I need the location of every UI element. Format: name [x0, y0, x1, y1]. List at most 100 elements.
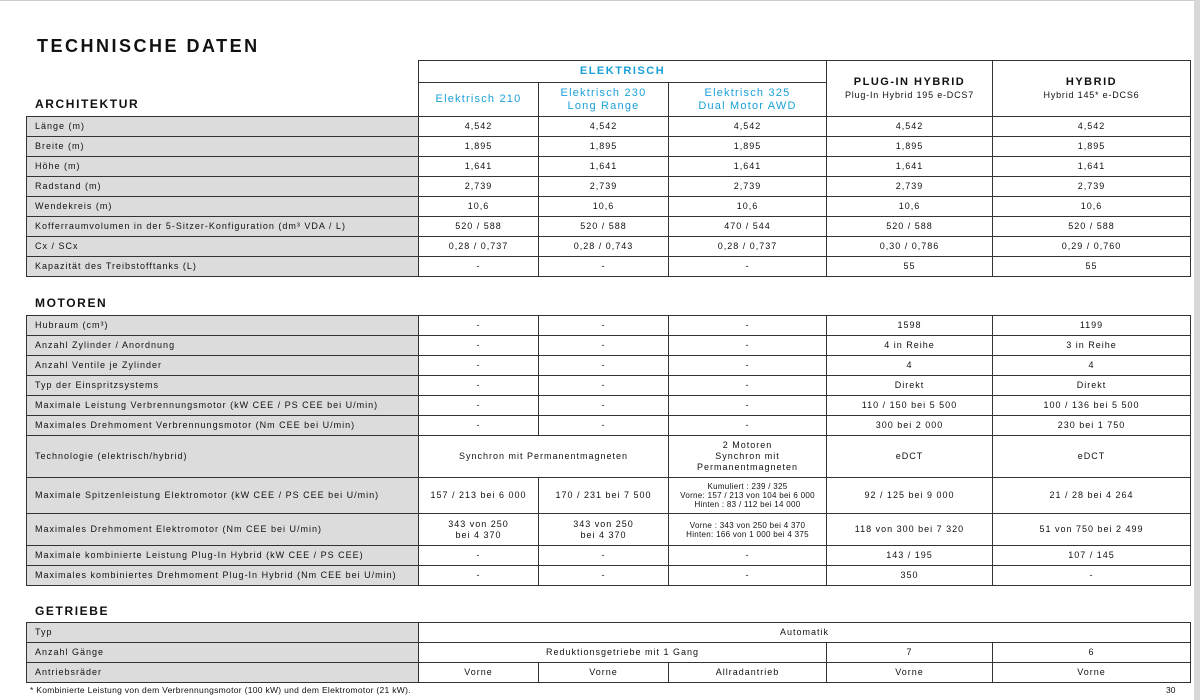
row-label: Wendekreis (m) — [26, 196, 419, 217]
table-cell: Synchron mit Permanentmagneten — [418, 435, 669, 478]
table-cell: 520 / 588 — [538, 216, 669, 237]
table-cell: 4,542 — [992, 116, 1191, 137]
table-cell: 10,6 — [418, 196, 539, 217]
table-cell: 343 von 250 bei 4 370 — [538, 513, 669, 546]
table-row: Anzahl Ventile je Zylinder - - -4 4 — [26, 355, 1191, 376]
table-cell: 1,641 — [668, 156, 827, 177]
table-cell: 1,895 — [668, 136, 827, 157]
table-cell: 107 / 145 — [992, 545, 1191, 566]
table-cell: 1,895 — [992, 136, 1191, 157]
table-row: Typ der Einspritzsystems - - - Direkt Direkt — [26, 375, 1191, 396]
page-title: TECHNISCHE DATEN — [37, 36, 260, 56]
page-number: 30 — [1166, 685, 1176, 695]
table-cell: 110 / 150 bei 5 500 — [826, 395, 993, 416]
table-cell: 520 / 588 — [826, 216, 993, 237]
table-cell: 2,739 — [826, 176, 993, 197]
table-cell: 3 in Reihe — [992, 335, 1191, 356]
table-row: Höhe (m) 1,641 1,641 1,641 1,641 1,641 — [26, 156, 1191, 177]
table-cell: 1199 — [992, 315, 1191, 336]
header-plugin-hybrid: PLUG-IN HYBRID Plug-In Hybrid 195 e-DCS7 — [826, 60, 993, 117]
table-row: Wendekreis (m) 10,6 10,6 10,6 10,6 10,6 — [26, 196, 1191, 217]
table-cell: 10,6 — [826, 196, 993, 217]
table-cell: - — [538, 395, 669, 416]
table-cell: - — [418, 545, 539, 566]
row-label: Maximales kombiniertes Drehmoment Plug-I… — [26, 565, 419, 586]
table-cell: 92 / 125 bei 9 000 — [826, 477, 993, 514]
header-elektrisch: ELEKTRISCH — [418, 60, 827, 83]
table-cell: Vorne : 343 von 250 bei 4 370 Hinten: 16… — [668, 513, 827, 546]
table-cell: 55 — [992, 256, 1191, 277]
table-row: Technologie (elektrisch/hybrid) Synchron … — [26, 435, 1191, 478]
table-cell: - — [538, 545, 669, 566]
row-label: Technologie (elektrisch/hybrid) — [26, 435, 419, 478]
table-cell: 2,739 — [538, 176, 669, 197]
header-plugin-title: PLUG-IN HYBRID — [853, 75, 966, 88]
header-spacer — [26, 60, 419, 117]
table-row: Kapazität des Treibstofftanks (L) - - -55 55 — [26, 256, 1191, 277]
table-cell: 10,6 — [668, 196, 827, 217]
table-cell: - — [538, 355, 669, 376]
table-cell: 1,641 — [538, 156, 669, 177]
row-label: Typ der Einspritzsystems — [26, 375, 419, 396]
scrollbar[interactable] — [1194, 0, 1200, 700]
table-cell: 2,739 — [992, 176, 1191, 197]
table-cell: - — [668, 335, 827, 356]
table-cell: - — [538, 256, 669, 277]
row-label: Maximale kombinierte Leistung Plug-In Hy… — [26, 545, 419, 566]
table-cell: - — [418, 565, 539, 586]
header-hybrid-model: Hybrid 145* e-DCS6 — [1043, 89, 1140, 100]
table-cell: 4 in Reihe — [826, 335, 993, 356]
table-cell: - — [418, 315, 539, 336]
table-cell: 2,739 — [418, 176, 539, 197]
table-cell: - — [418, 256, 539, 277]
header-hybrid-title: HYBRID — [1065, 75, 1118, 88]
table-cell: 100 / 136 bei 5 500 — [992, 395, 1191, 416]
table-cell: 1,895 — [826, 136, 993, 157]
table-cell: 470 / 544 — [668, 216, 827, 237]
table-row: Typ Automatik — [26, 622, 1192, 643]
table-cell: 520 / 588 — [992, 216, 1191, 237]
table-cell: 10,6 — [992, 196, 1191, 217]
table-cell: - — [538, 375, 669, 396]
row-label: Typ — [26, 622, 419, 643]
table-cell: 51 von 750 bei 2 499 — [992, 513, 1191, 546]
section-title-motoren: MOTOREN — [35, 296, 108, 310]
row-label: Radstand (m) — [26, 176, 419, 197]
table-cell: 300 bei 2 000 — [826, 415, 993, 436]
table-cell: - — [668, 415, 827, 436]
table-row: Maximale Leistung Verbrennungsmotor (kW … — [26, 395, 1191, 416]
footnote: * Kombinierte Leistung von dem Verbrennu… — [30, 685, 411, 695]
table-cell: Vorne — [991, 662, 1192, 683]
architektur-table: ELEKTRISCH PLUG-IN HYBRID Plug-In Hybrid … — [26, 60, 1191, 277]
table-row: Breite (m) 1,895 1,895 1,895 1,895 1,895 — [26, 136, 1191, 157]
table-cell: 7 — [826, 642, 993, 663]
table-cell: 4,542 — [668, 116, 827, 137]
row-label: Hubraum (cm³) — [26, 315, 419, 336]
table-cell: 4,542 — [538, 116, 669, 137]
table-cell: 0,29 / 0,760 — [992, 236, 1191, 257]
table-cell: 143 / 195 — [826, 545, 993, 566]
section-title-getriebe: GETRIEBE — [35, 604, 110, 618]
page-border — [0, 0, 1200, 1]
row-label: Anzahl Gänge — [26, 642, 419, 663]
table-cell: 4 — [826, 355, 993, 376]
table-cell: - — [418, 355, 539, 376]
table-cell: Vorne — [538, 662, 669, 683]
table-cell: 21 / 28 bei 4 264 — [992, 477, 1191, 514]
row-label: Cx / SCx — [26, 236, 419, 257]
table-cell: 0,28 / 0,743 — [538, 236, 669, 257]
table-cell: - — [668, 565, 827, 586]
table-cell: 1598 — [826, 315, 993, 336]
table-row: Anzahl Gänge Reduktionsgetriebe mit 1 Gan… — [26, 642, 1192, 663]
table-cell: 4,542 — [826, 116, 993, 137]
table-cell: - — [538, 565, 669, 586]
table-cell: 343 von 250 bei 4 370 — [418, 513, 539, 546]
table-cell: 1,895 — [418, 136, 539, 157]
table-cell: 1,895 — [538, 136, 669, 157]
table-cell: Direkt — [992, 375, 1191, 396]
table-row: Antriebsräder Vorne Vorne Allradantrieb Vorn… — [26, 662, 1192, 683]
table-row: Cx / SCx 0,28 / 0,737 0,28 / 0,743 0,28 / 0… — [26, 236, 1191, 257]
table-cell: Allradantrieb — [668, 662, 827, 683]
table-cell: 230 bei 1 750 — [992, 415, 1191, 436]
table-cell: eDCT — [992, 435, 1191, 478]
